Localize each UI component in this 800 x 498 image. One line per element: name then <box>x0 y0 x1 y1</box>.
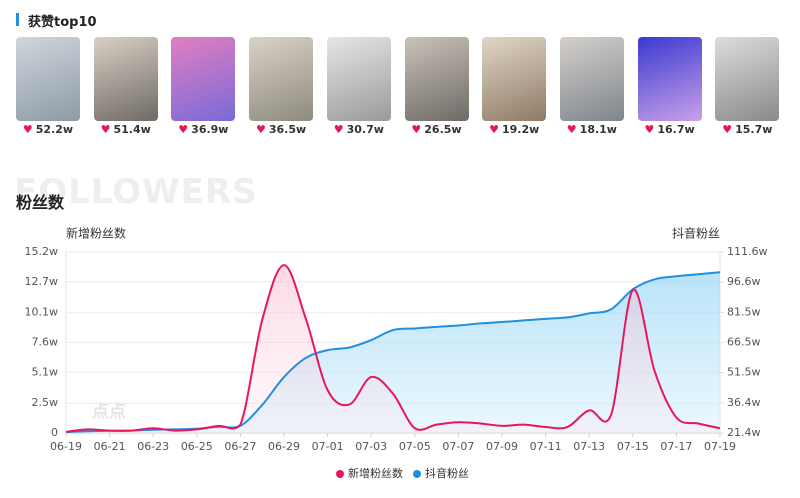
x-tick-label: 06-19 <box>50 440 82 453</box>
y-tick-label: 10.1w <box>25 306 59 319</box>
y-tick-label: 2.5w <box>32 396 59 409</box>
title-accent <box>16 13 19 26</box>
line <box>65 264 721 433</box>
x-tick-label: 07-07 <box>442 440 474 453</box>
like-count: 36.9w <box>171 123 235 136</box>
y2-tick-label: 111.6w <box>727 245 768 258</box>
thumbnail[interactable] <box>93 37 158 121</box>
y-axis-label: 新增粉丝数 <box>66 226 126 241</box>
like-count: 51.4w <box>94 123 158 136</box>
y2-tick-label: 21.4w <box>727 426 761 439</box>
y-tick-label: 15.2w <box>25 245 59 258</box>
x-tick-label: 07-09 <box>486 440 518 453</box>
y2-tick-label: 51.5w <box>727 366 761 379</box>
thumbnail[interactable] <box>482 37 547 121</box>
y-tick-label: 0 <box>51 426 58 439</box>
x-tick-label: 07-13 <box>573 440 605 453</box>
like-count: 52.2w <box>16 123 80 136</box>
x-tick-label: 07-05 <box>399 440 431 453</box>
x-tick-label: 07-15 <box>617 440 649 453</box>
thumbnail[interactable] <box>559 37 624 121</box>
like-count: 15.7w <box>715 123 779 136</box>
like-count: 36.5w <box>249 123 313 136</box>
y2-tick-label: 96.6w <box>727 275 761 288</box>
area <box>66 265 720 433</box>
like-count: 30.7w <box>327 123 391 136</box>
thumbnail[interactable] <box>16 37 80 121</box>
legend-marker <box>336 470 344 478</box>
like-count: 16.7w <box>638 123 702 136</box>
y2-tick-label: 66.5w <box>727 336 761 349</box>
x-tick-label: 07-11 <box>530 440 562 453</box>
thumbnail[interactable] <box>637 37 702 121</box>
like-count: 18.1w <box>560 123 624 136</box>
thumbnail[interactable] <box>404 37 469 121</box>
legend-label: 抖音粉丝 <box>425 466 469 480</box>
x-tick-label: 07-03 <box>355 440 387 453</box>
like-count: 19.2w <box>482 123 546 136</box>
watermark: FOLLOWERS <box>14 172 258 212</box>
x-tick-label: 07-19 <box>704 440 736 453</box>
area <box>66 272 720 433</box>
logo-watermark: 点点 <box>92 401 126 422</box>
legend-marker <box>413 470 421 478</box>
legend-label: 新增粉丝数 <box>348 466 403 480</box>
y2-axis-label: 抖音粉丝 <box>672 226 720 241</box>
x-tick-label: 06-21 <box>94 440 126 453</box>
x-tick-label: 06-25 <box>181 440 213 453</box>
x-tick-label: 06-23 <box>137 440 169 453</box>
x-tick-label: 06-27 <box>224 440 256 453</box>
section-title: 获赞top10 <box>28 15 97 30</box>
y2-tick-label: 81.5w <box>727 305 761 318</box>
x-tick-label: 07-17 <box>660 440 692 453</box>
y-tick-label: 12.7w <box>25 275 59 288</box>
thumbnail[interactable] <box>171 37 236 121</box>
thumbnail[interactable] <box>326 37 391 121</box>
section-title: 粉丝数 <box>16 193 65 212</box>
x-tick-label: 06-29 <box>268 440 300 453</box>
thumbnail[interactable] <box>715 37 780 121</box>
y-tick-label: 7.6w <box>32 336 59 349</box>
thumbnail[interactable] <box>249 37 314 121</box>
y-tick-label: 5.1w <box>32 365 59 378</box>
y2-tick-label: 36.4w <box>727 396 761 409</box>
like-count: 26.5w <box>405 123 469 136</box>
line <box>65 271 721 433</box>
x-tick-label: 07-01 <box>312 440 344 453</box>
